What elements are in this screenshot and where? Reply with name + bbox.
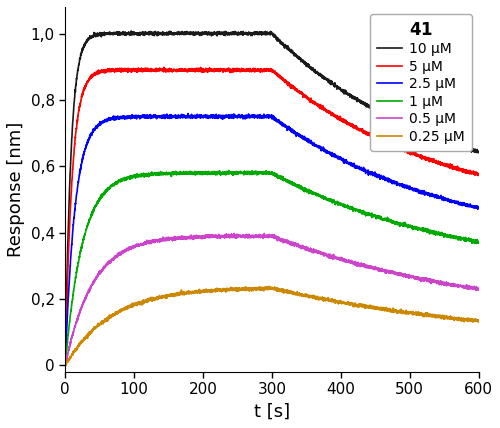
10 μM	[93, 32, 99, 37]
Line: 0.25 μM: 0.25 μM	[65, 286, 478, 366]
2.5 μM	[246, 113, 252, 119]
1 μM	[93, 202, 99, 207]
5 μM	[460, 169, 466, 175]
Line: 10 μM: 10 μM	[65, 31, 478, 365]
1 μM	[384, 219, 390, 224]
0.5 μM	[94, 276, 100, 282]
10 μM	[62, 363, 68, 368]
10 μM	[476, 149, 482, 155]
0.25 μM	[460, 318, 466, 324]
0.25 μM	[384, 308, 390, 313]
2.5 μM	[384, 176, 390, 181]
1 μM	[218, 171, 224, 176]
Line: 5 μM: 5 μM	[65, 67, 478, 367]
Line: 2.5 μM: 2.5 μM	[65, 113, 478, 366]
0.5 μM	[460, 285, 466, 290]
X-axis label: t [s]: t [s]	[254, 403, 290, 421]
2.5 μM	[444, 197, 450, 202]
2.5 μM	[185, 111, 191, 116]
Legend: 10 μM, 5 μM, 2.5 μM, 1 μM, 0.5 μM, 0.25 μM: 10 μM, 5 μM, 2.5 μM, 1 μM, 0.5 μM, 0.25 …	[370, 14, 472, 151]
10 μM	[460, 145, 466, 150]
0.25 μM	[62, 363, 68, 368]
0.5 μM	[62, 364, 68, 369]
5 μM	[93, 71, 99, 77]
0.5 μM	[384, 268, 390, 273]
0.25 μM	[444, 313, 450, 318]
10 μM	[384, 113, 390, 118]
2.5 μM	[460, 202, 466, 207]
1 μM	[476, 240, 482, 245]
0.5 μM	[62, 362, 68, 367]
0.25 μM	[93, 324, 99, 330]
0.5 μM	[246, 233, 252, 238]
2.5 μM	[93, 125, 99, 130]
5 μM	[476, 173, 482, 178]
2.5 μM	[62, 364, 68, 369]
1 μM	[460, 237, 466, 242]
10 μM	[218, 30, 224, 36]
1 μM	[444, 235, 450, 240]
1 μM	[62, 362, 68, 367]
0.5 μM	[476, 287, 482, 292]
Line: 1 μM: 1 μM	[65, 170, 478, 365]
5 μM	[444, 161, 450, 166]
5 μM	[246, 68, 252, 74]
5 μM	[218, 66, 224, 71]
0.25 μM	[246, 285, 252, 291]
2.5 μM	[218, 114, 224, 119]
Line: 0.5 μM: 0.5 μM	[65, 233, 478, 366]
1 μM	[226, 168, 232, 173]
0.25 μM	[218, 288, 224, 294]
1 μM	[246, 171, 252, 176]
Y-axis label: Response [nm]: Response [nm]	[7, 122, 25, 257]
0.25 μM	[476, 318, 482, 323]
0.25 μM	[266, 284, 272, 289]
2.5 μM	[476, 205, 482, 210]
10 μM	[444, 139, 450, 144]
5 μM	[384, 141, 390, 146]
5 μM	[62, 365, 68, 370]
10 μM	[128, 28, 134, 33]
0.5 μM	[231, 231, 237, 236]
0.5 μM	[218, 234, 224, 239]
5 μM	[161, 65, 167, 70]
10 μM	[246, 30, 252, 35]
0.5 μM	[444, 281, 450, 286]
